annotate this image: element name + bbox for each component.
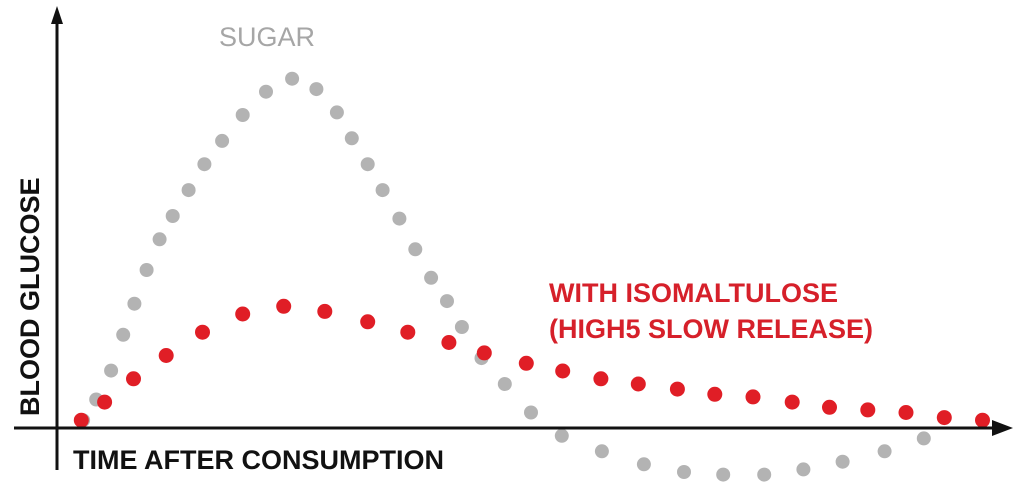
isomaltulose-point xyxy=(441,335,457,350)
sugar-point xyxy=(127,296,142,311)
isomaltulose-point xyxy=(936,410,952,426)
x-axis-arrow-icon xyxy=(992,420,1013,436)
sugar-point xyxy=(392,211,407,226)
isomaltulose-point xyxy=(97,394,113,410)
sugar-point xyxy=(916,431,931,446)
sugar-point xyxy=(197,157,212,172)
series-label-isomaltulose: WITH ISOMALTULOSE (HIGH5 SLOW RELEASE) xyxy=(549,278,873,344)
sugar-point xyxy=(344,131,359,146)
sugar-point xyxy=(594,444,609,459)
sugar-point xyxy=(877,444,892,459)
sugar-point xyxy=(636,457,651,472)
isomaltulose-point xyxy=(235,306,251,322)
sugar-point xyxy=(454,320,469,334)
sugar-point xyxy=(757,467,772,482)
sugar-point xyxy=(408,242,423,257)
isomaltulose-point xyxy=(158,348,174,363)
sugar-point xyxy=(424,270,439,285)
sugar-point xyxy=(329,105,344,120)
sugar-point xyxy=(309,82,324,97)
sugar-point xyxy=(497,377,512,391)
sugar-point xyxy=(796,462,811,477)
chart-marks xyxy=(73,71,990,482)
sugar-point xyxy=(152,232,167,247)
sugar-point xyxy=(259,84,273,99)
sugar-point xyxy=(554,428,569,443)
isomaltulose-point xyxy=(476,345,492,361)
isomaltulose-point xyxy=(276,298,292,314)
sugar-point xyxy=(285,71,300,86)
sugar-point xyxy=(360,157,375,172)
sugar-point xyxy=(677,465,691,479)
x-axis-label: TIME AFTER CONSUMPTION xyxy=(73,445,444,475)
isomaltulose-point xyxy=(630,376,646,392)
sugar-point xyxy=(215,133,230,148)
isomaltulose-point xyxy=(518,355,534,371)
isomaltulose-point xyxy=(784,394,800,410)
isomaltulose-point xyxy=(898,405,914,420)
isomaltulose-point xyxy=(669,381,685,397)
sugar-point xyxy=(235,108,250,122)
isomaltulose-point xyxy=(860,402,876,418)
series-isomaltulose xyxy=(73,298,990,428)
isomaltulose-point xyxy=(707,386,723,402)
isomaltulose-point xyxy=(126,371,141,387)
isomaltulose-point xyxy=(822,399,837,415)
sugar-point xyxy=(139,263,154,277)
sugar-point xyxy=(716,467,731,482)
sugar-point xyxy=(375,183,390,198)
isomaltulose-point xyxy=(195,324,210,340)
sugar-point xyxy=(165,209,180,223)
sugar-point xyxy=(440,294,454,309)
sugar-point xyxy=(835,454,850,469)
isomaltulose-point xyxy=(400,324,416,340)
sugar-point xyxy=(181,183,196,198)
isomaltulose-point xyxy=(317,303,333,319)
isomaltulose-point xyxy=(73,412,89,428)
series-label-sugar: SUGAR xyxy=(219,22,315,52)
series-sugar xyxy=(76,71,931,482)
isomaltulose-point xyxy=(360,314,376,330)
sugar-point xyxy=(524,405,538,420)
y-axis-arrow-icon xyxy=(51,6,63,24)
isomaltulose-point xyxy=(745,389,761,405)
isomaltulose-point xyxy=(975,412,990,428)
isomaltulose-point xyxy=(555,363,571,379)
y-axis-label: BLOOD GLUCOSE xyxy=(15,177,45,416)
sugar-point xyxy=(116,327,131,342)
isomaltulose-point xyxy=(593,371,609,387)
sugar-point xyxy=(104,363,119,378)
